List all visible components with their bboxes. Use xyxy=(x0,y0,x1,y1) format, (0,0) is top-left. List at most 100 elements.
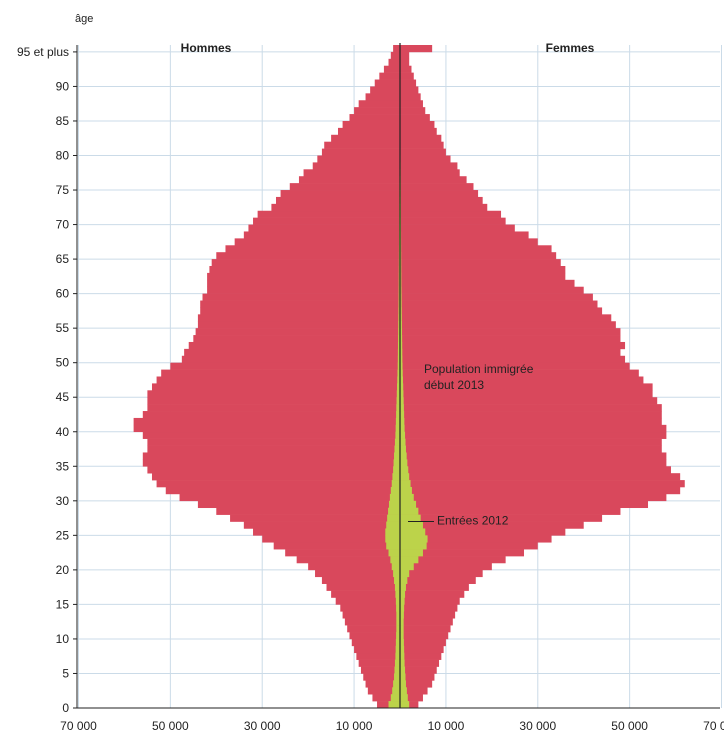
y-tick-label: 60 xyxy=(56,287,70,301)
bar-male xyxy=(184,348,400,357)
bar-male xyxy=(202,293,400,301)
bar-male xyxy=(354,107,400,115)
bar-female xyxy=(400,549,423,557)
bar-female xyxy=(400,314,402,322)
bar-female xyxy=(400,480,685,488)
bar-male xyxy=(385,528,400,536)
bar-female xyxy=(400,611,456,619)
bar-female xyxy=(400,383,404,391)
bar-female xyxy=(400,328,621,336)
bar-male xyxy=(342,611,400,619)
bar-female xyxy=(400,362,403,370)
bar-female xyxy=(400,542,427,550)
bar-male xyxy=(156,376,400,384)
bar-male xyxy=(354,645,400,654)
bar-male xyxy=(147,404,400,412)
bar-female xyxy=(400,127,437,136)
y-tick-label: 55 xyxy=(56,321,70,335)
x-tick-label: 70 000 xyxy=(703,719,724,733)
bar-male xyxy=(234,238,400,246)
bar-male xyxy=(230,514,400,522)
bar-female xyxy=(400,638,404,647)
bar-male xyxy=(308,562,400,571)
bar-female xyxy=(400,93,421,101)
bar-male xyxy=(398,279,400,288)
bar-male xyxy=(398,314,400,322)
bar-male xyxy=(340,604,400,612)
bar-female xyxy=(400,645,444,654)
entries-2012-bars xyxy=(385,45,428,709)
bar-female xyxy=(400,376,644,384)
bar-female xyxy=(400,452,407,460)
bar-female xyxy=(400,673,435,681)
bar-female xyxy=(400,597,405,605)
bar-female xyxy=(400,390,404,398)
bar-male xyxy=(395,638,400,647)
bar-male xyxy=(275,196,400,205)
bar-male xyxy=(392,473,400,481)
bar-female xyxy=(400,369,639,377)
bar-female xyxy=(400,335,403,343)
bar-male xyxy=(133,417,400,426)
bar-female xyxy=(400,487,412,495)
bar-male xyxy=(394,666,400,674)
bar-male xyxy=(142,411,401,419)
bar-female xyxy=(400,659,440,667)
bar-male xyxy=(211,259,400,267)
bar-male xyxy=(225,245,400,253)
bar-male xyxy=(147,397,400,405)
y-tick-label: 40 xyxy=(56,425,70,439)
bar-female xyxy=(400,362,630,370)
bar-female xyxy=(400,176,467,184)
bar-female xyxy=(400,341,626,350)
bar-male xyxy=(200,300,400,308)
bar-male xyxy=(257,210,400,218)
y-tick-label: 95 et plus xyxy=(17,45,69,59)
bar-male xyxy=(396,404,400,412)
bar-male xyxy=(197,500,400,509)
bar-female xyxy=(400,355,626,363)
bar-male xyxy=(342,120,400,129)
bar-female xyxy=(400,279,402,288)
bar-female xyxy=(400,293,402,301)
bar-female xyxy=(400,162,458,170)
bar-female xyxy=(400,466,671,474)
bar-male xyxy=(386,542,400,550)
bar-male xyxy=(200,307,400,315)
bar-male xyxy=(397,369,400,377)
bar-male xyxy=(243,521,400,529)
bar-male xyxy=(396,632,400,640)
bar-female xyxy=(400,535,428,543)
bar-female xyxy=(400,58,410,67)
bar-female xyxy=(400,459,408,467)
y-tick-label: 50 xyxy=(56,356,70,370)
x-tick-label: 70 000 xyxy=(60,719,97,733)
y-tick-label: 0 xyxy=(62,701,69,715)
bar-female xyxy=(400,687,407,695)
bar-male xyxy=(216,507,400,515)
bar-female xyxy=(400,321,402,329)
bar-male xyxy=(193,335,400,343)
bar-female xyxy=(400,404,404,412)
bar-male xyxy=(379,72,400,80)
bar-male xyxy=(398,272,400,281)
bar-female xyxy=(400,148,446,156)
bar-female xyxy=(400,341,403,350)
bar-male xyxy=(397,383,400,391)
bar-female xyxy=(400,217,506,225)
bar-male xyxy=(383,65,400,73)
bar-female xyxy=(400,604,458,612)
bar-female xyxy=(400,473,681,481)
bar-male xyxy=(394,583,400,591)
bar-male xyxy=(331,134,400,142)
bar-male xyxy=(397,376,400,384)
bar-male xyxy=(365,680,400,688)
bar-male xyxy=(363,673,400,681)
bar-male xyxy=(393,45,400,53)
bar-male xyxy=(315,569,400,578)
bar-male xyxy=(324,141,400,149)
bar-female xyxy=(400,500,649,509)
bar-female xyxy=(400,569,410,578)
bar-female xyxy=(400,514,603,522)
